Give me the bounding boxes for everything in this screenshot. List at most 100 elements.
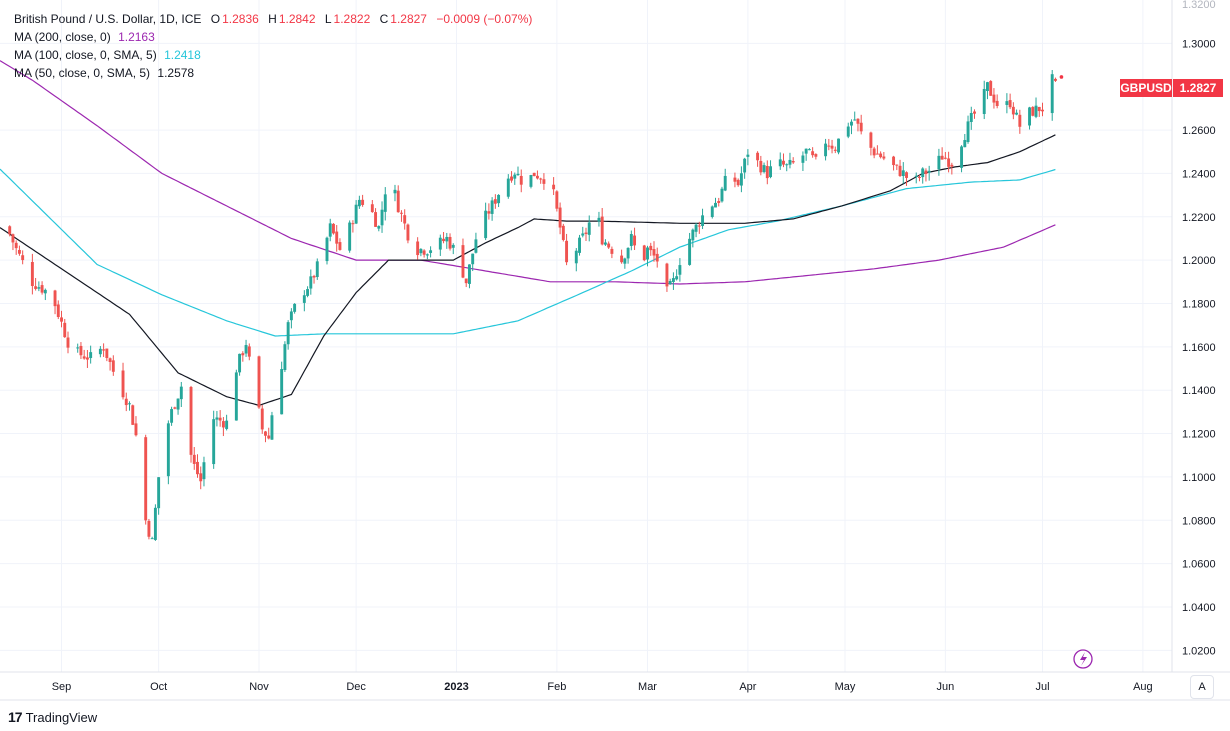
y-tick-label: 1.0200 — [1182, 645, 1216, 657]
candle-body — [1050, 74, 1054, 114]
candle-body — [179, 386, 183, 400]
symbol-title: British Pound / U.S. Dollar, 1D, ICE — [14, 12, 202, 26]
candle-body — [383, 194, 387, 212]
candle-body — [901, 170, 905, 177]
x-tick-label: May — [835, 681, 856, 693]
candle — [642, 244, 646, 262]
candle-body — [714, 202, 717, 208]
candle-body — [1034, 105, 1038, 117]
candle-body — [746, 154, 750, 157]
candle — [561, 223, 565, 242]
candle-body — [710, 206, 714, 217]
candle-body — [173, 407, 177, 409]
candle-body — [490, 200, 494, 214]
candle-body — [98, 348, 102, 355]
candle-body — [425, 254, 429, 256]
candle — [597, 211, 601, 227]
candle — [79, 342, 83, 360]
candle — [966, 115, 970, 144]
candle — [947, 151, 951, 173]
auto-scale-button[interactable]: A — [1190, 675, 1214, 699]
candle-body — [244, 345, 248, 354]
x-tick-label: Oct — [150, 681, 167, 693]
y-tick-label: 1.0600 — [1182, 559, 1216, 571]
candle — [351, 220, 355, 233]
ma100-value: 1.2418 — [164, 48, 201, 62]
tradingview-logo-icon: 17 — [8, 709, 23, 725]
candle-body — [196, 461, 199, 475]
candle — [464, 278, 468, 288]
candle-body — [121, 370, 125, 398]
candle — [192, 447, 196, 470]
candle — [312, 274, 316, 284]
candle-body — [21, 255, 25, 261]
candle — [247, 343, 251, 361]
candle-body — [63, 322, 67, 338]
candle — [694, 222, 698, 238]
candle — [425, 253, 429, 260]
candle — [626, 247, 630, 264]
candle — [791, 157, 795, 164]
candle — [629, 230, 633, 251]
candle-body — [283, 344, 287, 370]
candle — [383, 187, 387, 221]
candle-body — [982, 88, 986, 115]
candle-body — [581, 233, 585, 236]
candle — [332, 223, 335, 235]
candle-body — [134, 423, 138, 436]
candle — [710, 205, 714, 219]
candle — [811, 147, 815, 158]
candle-body — [76, 347, 80, 349]
lightning-icon[interactable] — [1073, 649, 1093, 669]
candle-body — [11, 234, 15, 243]
candle-body — [532, 172, 536, 177]
candle — [166, 420, 170, 485]
ma200-line — [0, 60, 1056, 285]
y-tick-label: 1.2200 — [1182, 212, 1216, 224]
candle-body — [393, 189, 397, 194]
candle — [157, 477, 161, 515]
ma200-legend-row: MA (200, close, 0) 1.2163 — [14, 28, 532, 46]
candle — [212, 410, 216, 469]
candle — [309, 269, 313, 295]
candle-body — [966, 121, 970, 142]
candle — [493, 194, 497, 209]
candle — [850, 119, 853, 135]
candle — [535, 170, 539, 180]
candle — [756, 151, 760, 167]
candle-body — [37, 287, 41, 289]
candle-body — [66, 337, 70, 348]
candle — [270, 411, 274, 440]
candle-body — [166, 423, 170, 477]
y-tick-label: 1.1200 — [1182, 429, 1216, 441]
candle-body — [535, 175, 539, 179]
candle-body — [739, 173, 743, 186]
candle-body — [1031, 107, 1035, 116]
candle-body — [267, 435, 271, 439]
candle-body — [82, 356, 86, 359]
x-tick-label: Dec — [346, 681, 366, 693]
candle — [743, 157, 747, 179]
candle-body — [519, 175, 523, 185]
candle — [218, 410, 222, 427]
candle-body — [1037, 106, 1041, 112]
y-tick-label: 1.1000 — [1182, 472, 1216, 484]
candle — [1041, 102, 1044, 117]
candle-body — [312, 275, 316, 278]
candle-body — [584, 232, 588, 234]
candle — [199, 466, 203, 490]
candle-body — [973, 111, 976, 114]
candle — [905, 171, 908, 186]
candle-body — [633, 235, 637, 246]
candle — [620, 249, 624, 264]
candle — [807, 148, 811, 151]
candle-body — [558, 207, 562, 228]
axes — [0, 0, 1230, 701]
candle-body — [238, 353, 242, 373]
close-value: 1.2827 — [390, 12, 427, 26]
candle-body — [1008, 100, 1012, 108]
candle-body — [17, 249, 21, 254]
candle — [374, 208, 378, 227]
candlestick-series[interactable] — [8, 69, 1064, 541]
